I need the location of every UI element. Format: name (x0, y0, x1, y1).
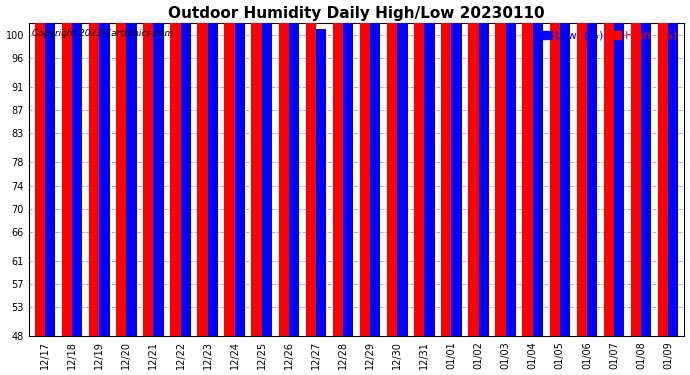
Bar (181, 0, 191, 336)
Bar (641, 0, 651, 336)
Bar (587, 0, 598, 336)
Bar (306, 0, 316, 336)
Bar (251, 0, 262, 336)
Bar (116, 0, 126, 336)
Bar (469, 0, 479, 336)
Bar (441, 0, 451, 336)
Bar (614, 0, 624, 336)
Bar (424, 0, 435, 336)
Bar (208, 0, 218, 336)
Bar (99, 0, 110, 336)
Bar (72, 0, 82, 336)
Bar (333, 0, 343, 336)
Legend: Low  (%), High  (%): Low (%), High (%) (536, 28, 679, 43)
Bar (506, 0, 516, 336)
Bar (62, 0, 72, 336)
Bar (34, 0, 45, 336)
Bar (533, 0, 543, 336)
Bar (262, 0, 272, 336)
Bar (479, 0, 489, 336)
Bar (414, 0, 424, 336)
Bar (170, 0, 181, 336)
Bar (370, 0, 380, 336)
Bar (549, 0, 560, 336)
Bar (153, 0, 164, 336)
Bar (360, 0, 370, 336)
Bar (224, 0, 235, 336)
Bar (451, 0, 462, 336)
Bar (604, 0, 614, 336)
Title: Outdoor Humidity Daily High/Low 20230110: Outdoor Humidity Daily High/Low 20230110 (168, 6, 545, 21)
Bar (522, 0, 533, 336)
Bar (397, 0, 408, 336)
Bar (89, 0, 99, 336)
Bar (235, 0, 245, 336)
Bar (495, 0, 506, 336)
Bar (658, 0, 668, 336)
Bar (197, 0, 208, 336)
Bar (668, 0, 678, 336)
Bar (143, 0, 153, 336)
Bar (279, 0, 289, 336)
Bar (126, 0, 137, 336)
Bar (577, 0, 587, 336)
Bar (343, 23, 353, 336)
Text: Copyright 2023 Cartronics.com: Copyright 2023 Cartronics.com (32, 29, 173, 38)
Bar (45, 0, 55, 336)
Bar (631, 0, 641, 336)
Bar (387, 0, 397, 336)
Bar (289, 0, 299, 336)
Bar (316, 29, 326, 336)
Bar (560, 0, 570, 336)
